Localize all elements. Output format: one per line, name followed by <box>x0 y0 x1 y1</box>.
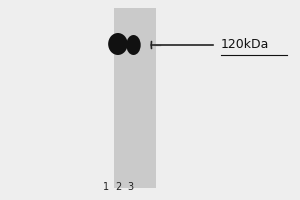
Ellipse shape <box>126 35 141 55</box>
Text: 2: 2 <box>116 182 122 192</box>
Text: 3: 3 <box>128 182 134 192</box>
Text: 1: 1 <box>103 182 109 192</box>
Ellipse shape <box>108 33 128 55</box>
Bar <box>114 8 156 188</box>
Text: 120kDa: 120kDa <box>220 38 269 51</box>
